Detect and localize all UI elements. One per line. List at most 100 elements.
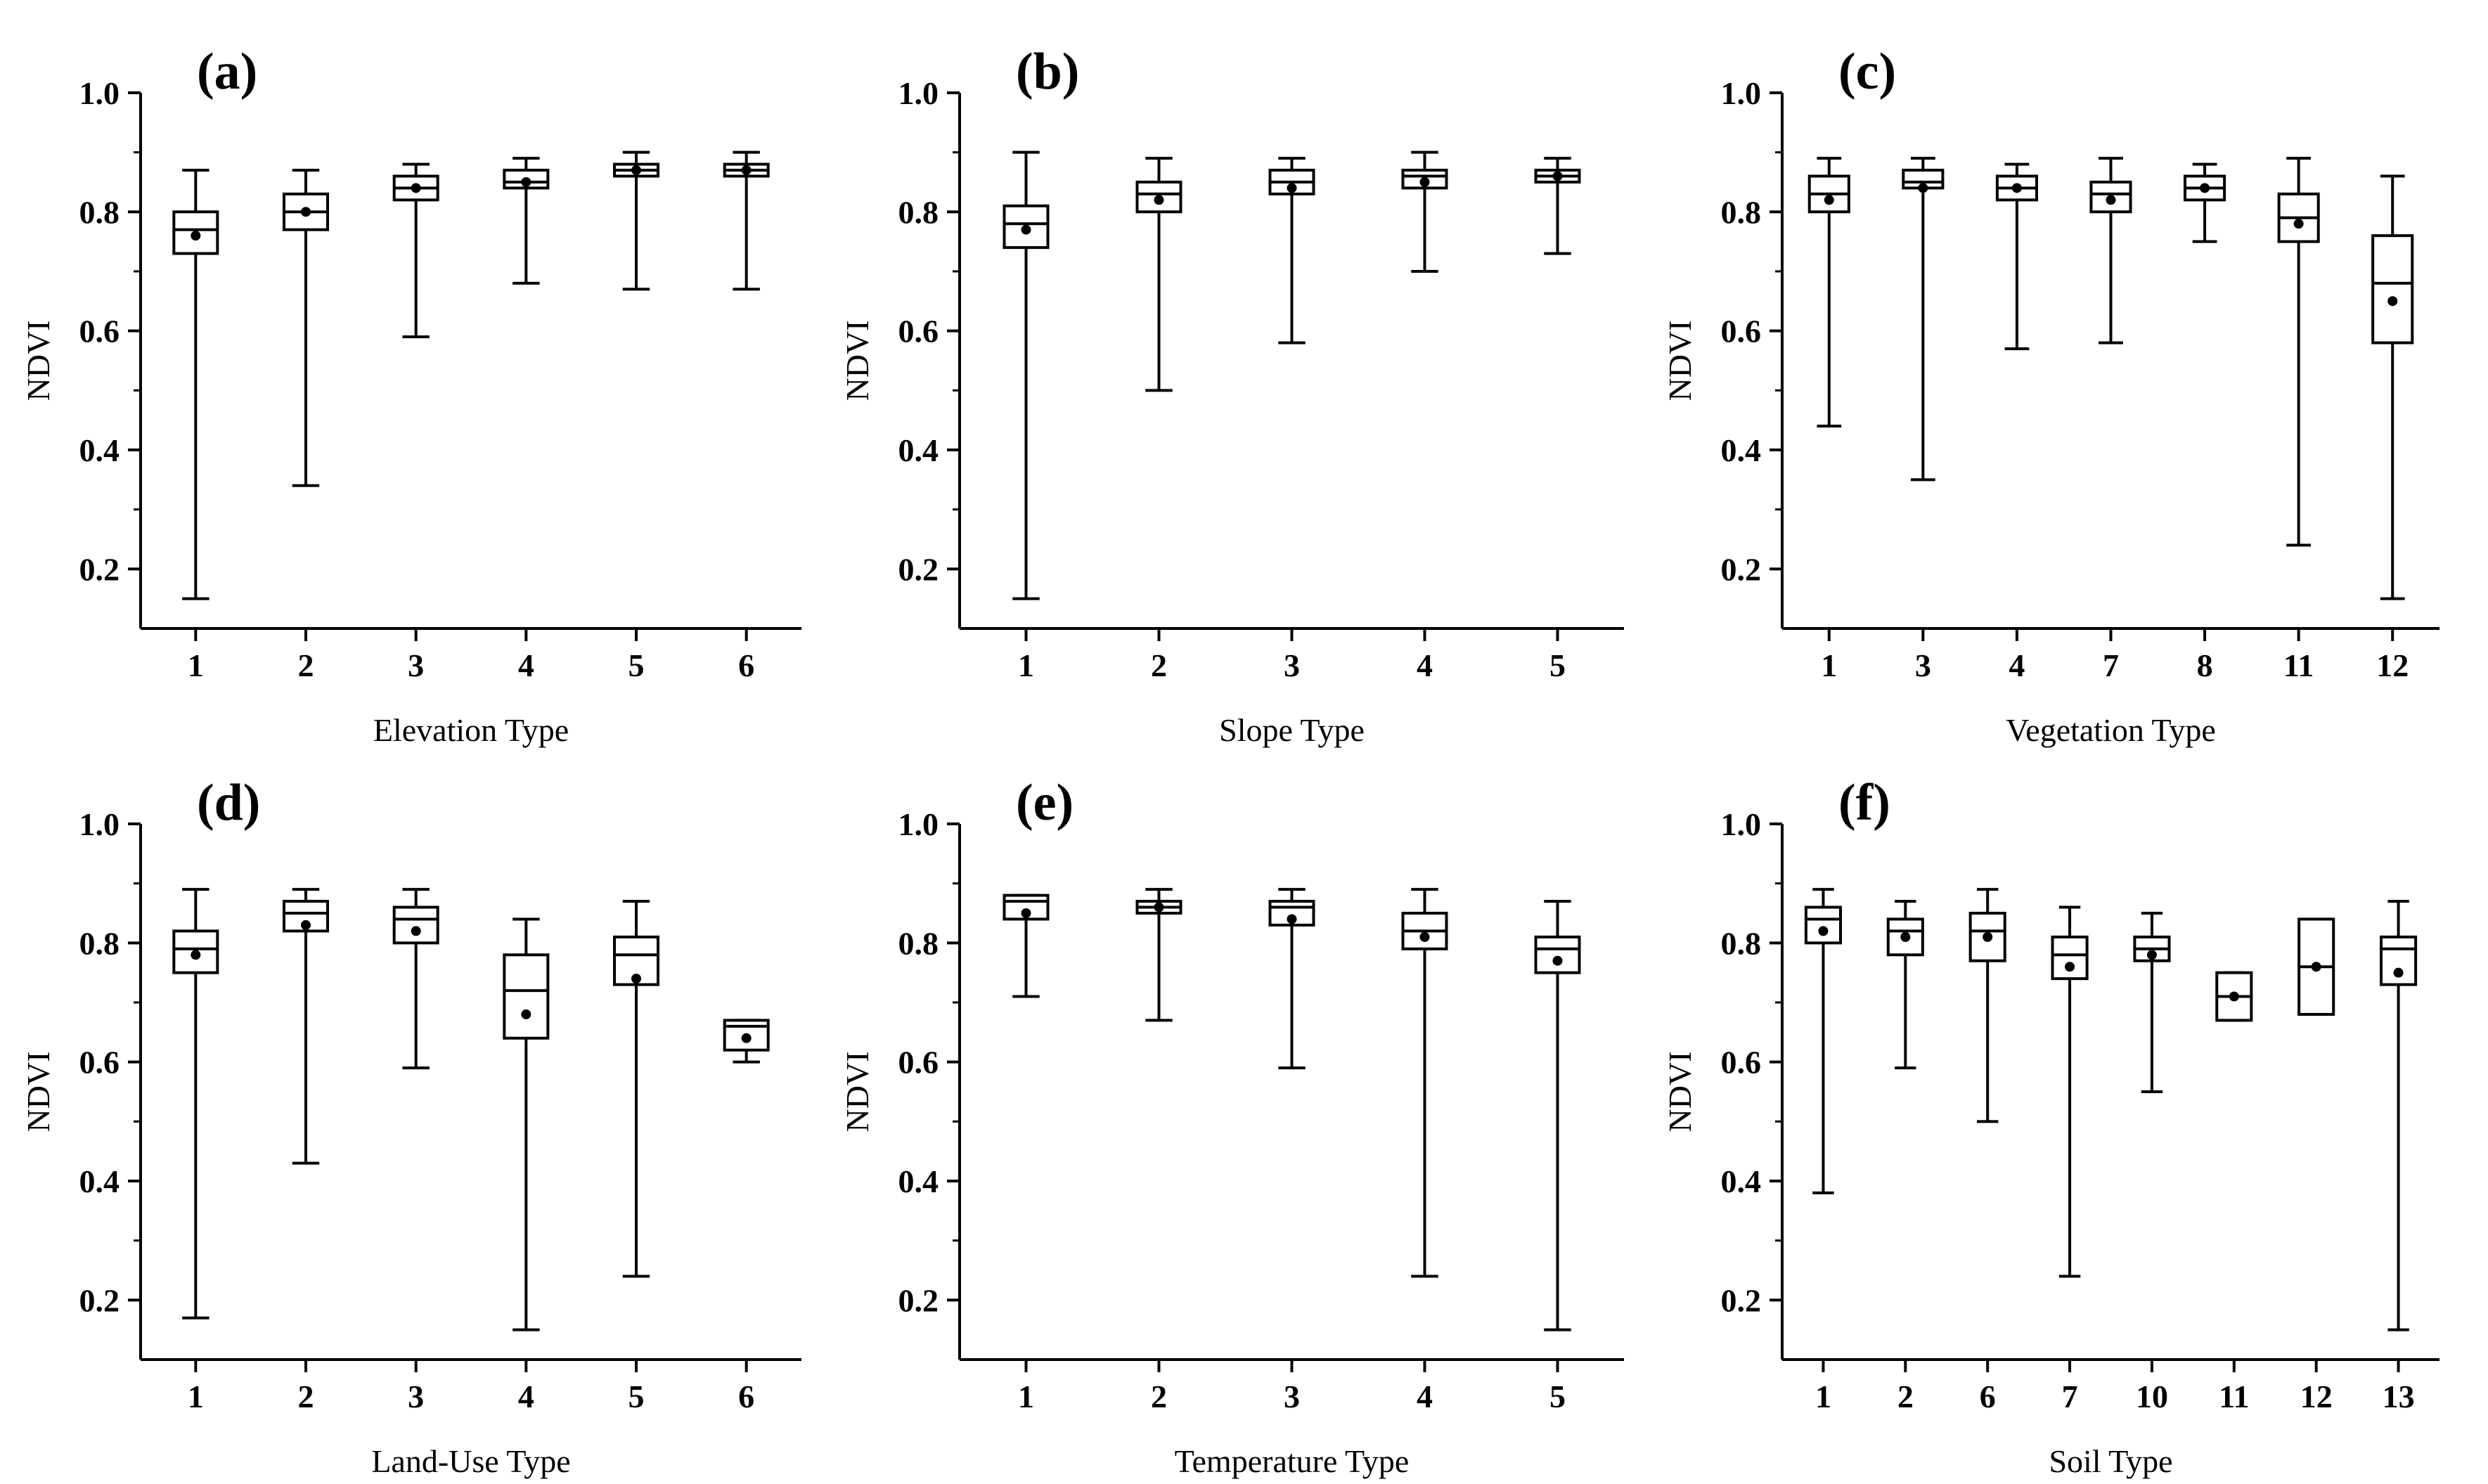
box-plot-6 bbox=[1968, 888, 2006, 1123]
y-tick-label: 1.0 bbox=[79, 75, 120, 111]
y-tick-label: 0.6 bbox=[898, 314, 939, 349]
iqr-box bbox=[2051, 935, 2089, 981]
box-plot-5 bbox=[613, 150, 659, 291]
box-plot-8 bbox=[2184, 162, 2226, 243]
x-tick-label: 6 bbox=[1980, 1379, 1996, 1414]
x-tick-label: 11 bbox=[2219, 1379, 2249, 1414]
box-plot-5 bbox=[1534, 157, 1581, 255]
box-plot-10 bbox=[2133, 912, 2171, 1093]
panel-label: (b) bbox=[1016, 43, 1079, 101]
y-tick-label: 0.8 bbox=[79, 194, 120, 230]
x-axis-title: Elevation Type bbox=[373, 712, 569, 748]
box-plot-1 bbox=[1003, 893, 1050, 998]
mean-marker bbox=[2387, 296, 2398, 307]
panel-label: (f) bbox=[1838, 774, 1890, 832]
box-plot-3 bbox=[392, 162, 439, 339]
mean-marker bbox=[631, 974, 641, 984]
y-tick-label: 0.2 bbox=[898, 1282, 939, 1318]
y-tick-label: 0.8 bbox=[898, 194, 939, 230]
x-tick-label: 1 bbox=[1815, 1379, 1831, 1414]
mean-marker bbox=[1287, 183, 1297, 193]
panel-label: (a) bbox=[197, 43, 257, 101]
x-tick-label: 2 bbox=[1151, 1379, 1167, 1414]
box-plot-2 bbox=[1135, 888, 1182, 1022]
x-tick-label: 5 bbox=[1549, 1379, 1566, 1414]
y-tick-label: 0.2 bbox=[1721, 1282, 1762, 1318]
x-tick-label: 13 bbox=[2383, 1379, 2415, 1414]
mean-marker bbox=[1021, 224, 1031, 235]
y-tick-label: 0.8 bbox=[1721, 194, 1762, 230]
x-tick-label: 8 bbox=[2197, 647, 2213, 683]
box-plot-12 bbox=[2371, 174, 2414, 600]
x-tick-label: 2 bbox=[298, 1379, 314, 1414]
mean-marker bbox=[1021, 908, 1031, 918]
box-plot-4 bbox=[503, 157, 550, 285]
mean-marker bbox=[1552, 171, 1563, 181]
x-tick-label: 6 bbox=[738, 647, 754, 683]
x-tick-label: 5 bbox=[629, 1379, 645, 1414]
y-tick-label: 0.4 bbox=[1721, 1163, 1762, 1199]
x-axis-title: Soil Type bbox=[2049, 1443, 2172, 1479]
mean-marker bbox=[2311, 962, 2321, 972]
box-plot-12 bbox=[2297, 917, 2335, 1016]
box-plot-2 bbox=[283, 169, 329, 487]
x-tick-label: 11 bbox=[2283, 647, 2314, 683]
y-tick-label: 1.0 bbox=[79, 806, 120, 842]
x-tick-label: 4 bbox=[1417, 1379, 1433, 1414]
x-tick-label: 3 bbox=[1284, 647, 1300, 683]
box-plot-11 bbox=[2215, 971, 2253, 1022]
mean-marker bbox=[1824, 195, 1834, 205]
box-plot-1 bbox=[1003, 150, 1050, 600]
y-tick-label: 0.2 bbox=[1721, 551, 1762, 587]
x-tick-label: 2 bbox=[298, 647, 314, 683]
y-tick-label: 0.4 bbox=[79, 1163, 120, 1199]
y-tick-label: 0.6 bbox=[79, 1045, 120, 1080]
mean-marker bbox=[1552, 955, 1563, 966]
box-plot-1 bbox=[172, 888, 219, 1320]
mean-marker bbox=[631, 165, 641, 176]
box-plot-6 bbox=[723, 150, 770, 291]
mean-marker bbox=[1900, 931, 1911, 942]
iqr-box bbox=[1886, 917, 1924, 957]
mean-marker bbox=[301, 207, 311, 217]
box-plot-1 bbox=[1807, 157, 1850, 428]
x-tick-label: 1 bbox=[1821, 647, 1837, 683]
box-plot-3 bbox=[1268, 888, 1315, 1070]
iqr-box bbox=[503, 953, 550, 1040]
mean-marker bbox=[521, 1009, 531, 1019]
iqr-box bbox=[1534, 935, 1581, 974]
x-axis-title: Temperature Type bbox=[1175, 1443, 1410, 1479]
panel-a: 0.2 0.4 0.6 0.8 1.0 1 2 3 4 5 6 Elevation Type NDVI (… bbox=[20, 43, 801, 748]
panel-c: 0.2 0.4 0.6 0.8 1.0 1 3 4 7 8 11 12 Vegetation Type N… bbox=[1662, 43, 2439, 748]
x-axis-title: Slope Type bbox=[1219, 712, 1365, 748]
box-plot-1 bbox=[1804, 888, 1842, 1194]
x-tick-label: 3 bbox=[1915, 647, 1931, 683]
box-plot-7 bbox=[2051, 905, 2089, 1278]
mean-marker bbox=[521, 177, 531, 187]
x-tick-label: 7 bbox=[2062, 1379, 2078, 1414]
panel-label: (e) bbox=[1016, 774, 1074, 832]
panel-b: 0.2 0.4 0.6 0.8 1.0 1 2 3 4 5 Slope Type NDVI (b) bbox=[839, 43, 1624, 748]
box-plot-3 bbox=[1268, 157, 1315, 344]
panel-e: 0.2 0.4 0.6 0.8 1.0 1 2 3 4 5 Temperature Type NDVI… bbox=[839, 774, 1624, 1479]
panel-label: (c) bbox=[1838, 43, 1896, 101]
mean-marker bbox=[741, 1033, 752, 1043]
y-axis-title: NDVI bbox=[839, 1052, 875, 1133]
y-tick-label: 0.4 bbox=[79, 432, 120, 468]
mean-marker bbox=[741, 165, 752, 176]
box-plot-3 bbox=[1902, 157, 1945, 482]
x-tick-label: 2 bbox=[1151, 647, 1167, 683]
mean-marker bbox=[1287, 914, 1297, 924]
y-axis-title: NDVI bbox=[20, 1052, 56, 1133]
y-tick-label: 0.6 bbox=[1721, 1045, 1762, 1080]
box-plot-3 bbox=[392, 888, 439, 1070]
y-axis-title: NDVI bbox=[20, 321, 56, 401]
y-tick-label: 0.8 bbox=[79, 925, 120, 961]
x-tick-label: 1 bbox=[188, 647, 204, 683]
x-tick-label: 2 bbox=[1897, 1379, 1914, 1414]
x-tick-label: 4 bbox=[518, 1379, 534, 1414]
x-tick-label: 3 bbox=[408, 1379, 424, 1414]
y-tick-label: 0.2 bbox=[79, 551, 120, 587]
